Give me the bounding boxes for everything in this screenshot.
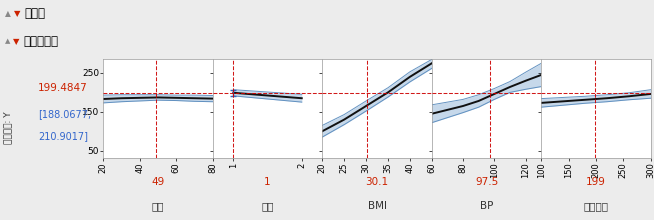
Text: BP: BP	[480, 201, 493, 211]
Text: 1: 1	[264, 176, 271, 187]
Text: 30.1: 30.1	[366, 176, 388, 187]
Text: ▲: ▲	[5, 38, 10, 44]
Text: 总胆固醇: 总胆固醇	[583, 201, 608, 211]
Text: 年龄: 年龄	[152, 201, 164, 211]
Text: 性别: 性别	[262, 201, 274, 211]
Text: 210.9017]: 210.9017]	[38, 131, 88, 141]
Text: 199: 199	[586, 176, 606, 187]
Text: 49: 49	[152, 176, 165, 187]
Text: ▲: ▲	[5, 9, 11, 18]
Text: ▼: ▼	[13, 37, 20, 46]
Text: 预测公式: Y: 预测公式: Y	[3, 111, 12, 144]
Text: ▼: ▼	[14, 9, 21, 18]
Text: BMI: BMI	[368, 201, 387, 211]
Text: 199.4847: 199.4847	[38, 83, 88, 93]
Text: [188.0677,: [188.0677,	[38, 109, 91, 119]
Text: 预测刻画器: 预测刻画器	[24, 35, 59, 48]
Text: 97.5: 97.5	[475, 176, 498, 187]
Text: 刻画器: 刻画器	[25, 7, 46, 20]
